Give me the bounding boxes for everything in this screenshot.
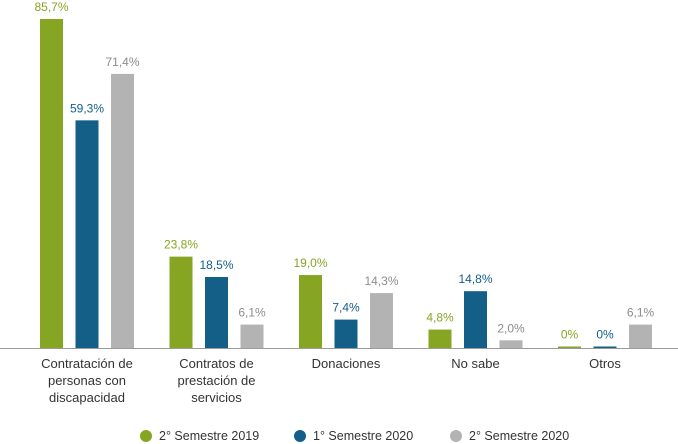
- value-label-2-series-2: 18,5%: [199, 258, 233, 272]
- value-label-5-series-1: 0%: [561, 328, 579, 342]
- legend-label-3: 2° Semestre 2020: [469, 429, 569, 443]
- bar-1-series-3: [111, 73, 134, 349]
- bar-4-series-3: [499, 340, 523, 348]
- category-label-5: Otros: [589, 356, 621, 371]
- bar-5-series-1: [558, 346, 581, 348]
- legend-marker-1: [140, 430, 152, 442]
- value-label-2-series-3: 6,1%: [238, 306, 266, 320]
- category-label-3: Donaciones: [312, 356, 381, 371]
- bar-1-series-2: [75, 120, 99, 348]
- value-label-1-series-2: 59,3%: [70, 101, 104, 115]
- bar-2-series-2: [205, 276, 228, 348]
- value-label-3-series-2: 7,4%: [332, 301, 360, 315]
- legend: 2° Semestre 2019 1° Semestre 2020 2° Semes…: [140, 429, 569, 443]
- bar-1-series-1: [40, 19, 63, 348]
- bar-2-series-3: [240, 324, 264, 348]
- value-labels-layer: 85,7% 59,3% 71,4% 23,8%18,5% 6,1% 19,0% 7,4% 14…: [34, 0, 654, 342]
- bar-3-series-3: [370, 293, 393, 348]
- bar-2-series-1: [169, 256, 193, 348]
- bar-4-series-1: [428, 329, 452, 348]
- category-label-4: No sabe: [451, 356, 499, 371]
- bar-5-series-2: [593, 346, 617, 348]
- legend-label-2: 1° Semestre 2020: [313, 429, 413, 443]
- category-label-1: Contratación de personas con discapacidad: [41, 356, 133, 405]
- value-label-4-series-3: 2,0%: [497, 321, 525, 335]
- value-label-4-series-1: 4,8%: [426, 311, 454, 325]
- category-label-2: Contratos de prestación de servicios: [177, 356, 255, 405]
- value-label-1-series-1: 85,7%: [34, 0, 68, 14]
- category-labels-layer: Contratación de personas con discapacidad C…: [41, 356, 621, 405]
- value-label-3-series-1: 19,0%: [293, 256, 327, 270]
- legend-label-1: 2° Semestre 2019: [159, 429, 259, 443]
- bar-3-series-2: [334, 319, 358, 348]
- value-label-2-series-1: 23,8%: [164, 238, 198, 252]
- bar-5-series-3: [629, 324, 652, 348]
- legend-marker-2: [294, 430, 306, 442]
- value-label-5-series-2: 0%: [596, 328, 614, 342]
- value-label-4-series-2: 14,8%: [458, 272, 492, 286]
- value-label-1-series-3: 71,4%: [105, 55, 139, 69]
- bar-3-series-1: [299, 275, 322, 348]
- bars-layer: [40, 19, 652, 349]
- bar-4-series-2: [464, 291, 487, 348]
- value-label-5-series-3: 6,1%: [627, 306, 655, 320]
- value-label-3-series-3: 14,3%: [364, 274, 398, 288]
- legend-marker-3: [450, 430, 462, 442]
